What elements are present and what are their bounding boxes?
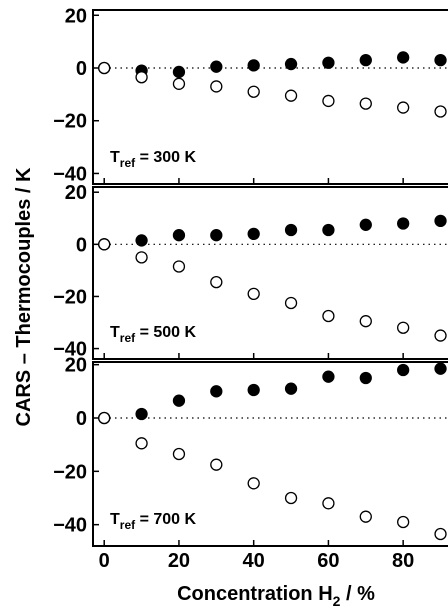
data-point-filled (322, 56, 335, 69)
panel-label-main: T (110, 511, 120, 528)
data-point-open (247, 287, 260, 300)
data-point-filled (284, 57, 298, 71)
data-point-filled (135, 234, 148, 247)
x-tick-label: 0 (99, 550, 110, 572)
panel-label-main: T (110, 149, 120, 166)
y-tick-label: 0 (76, 408, 87, 430)
data-point-open (247, 85, 260, 98)
data-point-open (322, 497, 335, 510)
x-tick-label: 40 (243, 550, 265, 572)
y-tick-label: −40 (53, 163, 87, 185)
x-tick-label: 60 (317, 550, 339, 572)
y-tick-label: 20 (65, 182, 87, 204)
y-tick-label: −20 (53, 111, 87, 133)
data-point-open (210, 80, 223, 93)
x-axis-title-subscript: 2 (333, 593, 341, 609)
panel-label: Tref = 300 K (110, 149, 197, 170)
panel-label-main: T (110, 324, 120, 341)
panel-label-subscript: ref (120, 518, 136, 532)
data-point-open (359, 97, 372, 110)
x-tick-label: 80 (392, 550, 414, 572)
panel-label: Tref = 500 K (110, 324, 197, 345)
data-point-filled (322, 223, 335, 237)
panel-label-value: = 500 K (135, 324, 196, 341)
data-point-open (98, 61, 111, 75)
data-point-open (434, 527, 447, 541)
y-tick-label: −20 (53, 461, 87, 483)
panel-label-value: = 700 K (135, 511, 196, 528)
panel-2: 20 0 −20 −40 Tref = 500 K (53, 182, 448, 361)
data-point-filled (434, 214, 447, 228)
data-point-open (135, 437, 148, 450)
data-point-open (98, 411, 111, 425)
panel-label-subscript: ref (120, 331, 136, 345)
data-point-open (397, 515, 410, 529)
panel-1: 20 0 −20 −40 Tref = 300 K (53, 5, 448, 185)
data-point-open (284, 89, 298, 102)
data-point-filled (434, 53, 447, 67)
data-point-open (434, 329, 447, 342)
data-point-open (98, 238, 111, 251)
data-point-open (172, 77, 186, 90)
data-point-filled (359, 218, 372, 231)
data-point-open (322, 94, 335, 108)
x-tick-label: 20 (168, 550, 190, 572)
y-tick-label: −20 (53, 286, 87, 308)
y-tick-label: −40 (53, 515, 87, 537)
data-point-open (359, 510, 372, 523)
panel-frame (92, 186, 448, 360)
data-point-open (434, 105, 447, 118)
data-point-open (284, 296, 298, 310)
data-point-filled (247, 227, 260, 241)
data-point-filled (284, 223, 298, 237)
panel-frame (92, 9, 448, 185)
panel-label: Tref = 700 K (110, 511, 197, 532)
y-tick-label: 0 (76, 234, 87, 256)
data-point-filled (247, 383, 260, 397)
x-axis: 0 20 40 60 80 (99, 550, 415, 572)
data-point-filled (210, 385, 223, 398)
panel-label-value: = 300 K (135, 149, 196, 166)
data-point-open (322, 309, 335, 323)
data-point-filled (172, 65, 186, 79)
data-point-filled (322, 370, 335, 383)
data-point-filled (434, 362, 447, 375)
data-point-open (359, 315, 372, 328)
y-tick-label: 20 (65, 355, 87, 377)
y-tick-label: −40 (53, 339, 87, 361)
panel-label-subscript: ref (120, 156, 136, 170)
data-point-filled (359, 371, 372, 385)
data-point-filled (284, 382, 298, 395)
data-point-filled (247, 59, 260, 72)
data-point-open (135, 251, 148, 264)
y-axis-title: CARS – Thermocouples / K (13, 167, 35, 426)
data-point-open (397, 321, 410, 334)
data-point-open (135, 71, 148, 84)
data-point-open (284, 491, 298, 505)
data-point-open (172, 447, 186, 461)
x-axis-title-main: Concentration H (177, 583, 333, 605)
y-tick-label: 0 (76, 58, 87, 80)
data-point-open (210, 275, 223, 289)
data-point-filled (397, 217, 410, 230)
data-point-filled (172, 229, 186, 242)
y-tick-label: 20 (65, 5, 87, 27)
data-point-filled (210, 229, 223, 242)
x-axis-title: Concentration H2 / % (177, 583, 375, 609)
data-point-filled (172, 394, 186, 407)
data-point-open (210, 458, 223, 471)
data-point-open (172, 260, 186, 273)
chart-panels: 20 0 −20 −40 Tref = 300 K 20 0 −20 −40 Tref = 500… (53, 5, 448, 547)
data-point-filled (397, 363, 410, 377)
panel-frame (92, 361, 448, 547)
data-point-open (247, 477, 260, 490)
data-point-filled (397, 51, 410, 64)
data-point-filled (210, 60, 223, 73)
data-point-open (397, 101, 410, 114)
data-point-filled (135, 407, 148, 421)
x-axis-title-unit: / % (340, 583, 375, 605)
panel-3: 20 0 −20 −40 Tref = 700 K (53, 355, 448, 547)
data-point-filled (359, 53, 372, 67)
